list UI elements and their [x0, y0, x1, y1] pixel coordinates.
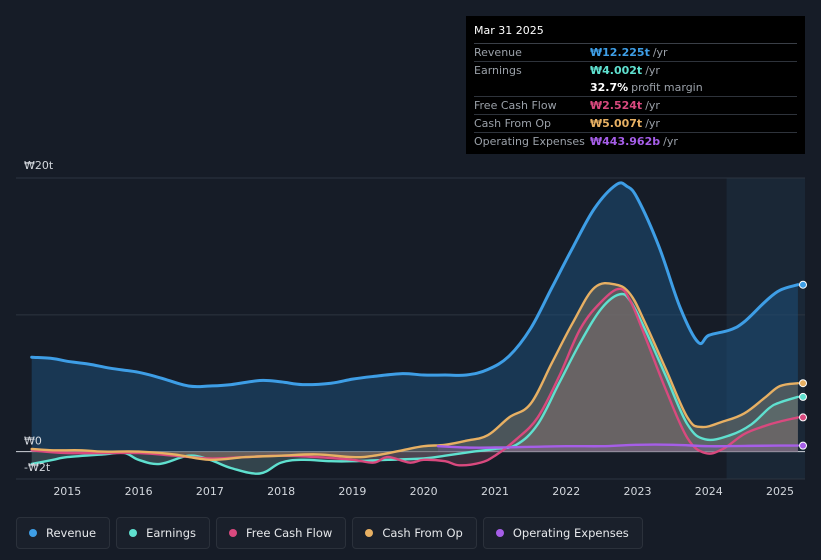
series-end-marker[interactable] — [799, 413, 807, 422]
tooltip-row-value: ₩12.225t — [590, 46, 650, 59]
legend-item[interactable]: Earnings — [116, 517, 210, 549]
legend-label: Cash From Op — [382, 526, 463, 540]
tooltip-row-value: ₩4.002t — [590, 64, 643, 77]
series-line-operating-expenses — [436, 443, 800, 449]
y-tick-label: ₩0 — [24, 435, 42, 448]
tooltip-row-value: ₩2.524t — [590, 99, 643, 112]
legend-dot-icon — [365, 529, 374, 537]
tooltip-row-unit: /yr — [645, 99, 660, 112]
tooltip-row-label: Cash From Op — [474, 117, 552, 130]
legend-dot-icon — [129, 529, 138, 537]
tooltip-row-label: Free Cash Flow — [474, 99, 557, 112]
tooltip-row: Revenue ₩12.225t/yr — [474, 43, 797, 61]
tooltip-row-value: ₩5.007t — [590, 117, 643, 130]
y-tick-label: -₩2t — [24, 461, 51, 474]
chart-lines — [30, 181, 800, 475]
tooltip-row-label: Operating Expenses — [474, 135, 585, 148]
x-tick-label: 2020 — [410, 485, 438, 498]
legend-dot-icon — [29, 529, 37, 537]
tooltip-row-unit: profit margin — [631, 81, 703, 94]
tooltip-row-label: Revenue — [474, 46, 522, 59]
tooltip-row-label: Earnings — [474, 64, 522, 77]
chart-tooltip: Mar 31 2025 Revenue ₩12.225t/yr Earnings ₩4… — [466, 16, 805, 154]
x-tick-label: 2018 — [267, 485, 295, 498]
x-tick-label: 2023 — [624, 485, 652, 498]
legend-dot-icon — [229, 529, 237, 537]
x-tick-label: 2016 — [125, 485, 153, 498]
series-area-revenue — [31, 182, 798, 452]
series-line-revenue — [30, 181, 800, 389]
tooltip-row-value: 32.7% — [590, 81, 629, 94]
x-tick-label: 2017 — [196, 485, 224, 498]
tooltip-row: Free Cash Flow ₩2.524t/yr — [474, 96, 797, 114]
x-tick-label: 2025 — [766, 485, 794, 498]
tooltip-rows: Revenue ₩12.225t/yr Earnings ₩4.002t/yr 32.7… — [474, 43, 797, 150]
x-tick-label: 2024 — [695, 485, 723, 498]
chart-legend: Revenue Earnings Free Cash Flow Cash From O… — [16, 517, 643, 549]
tooltip-date: Mar 31 2025 — [474, 24, 544, 37]
series-end-marker[interactable] — [799, 379, 807, 388]
legend-dot-icon — [495, 529, 504, 537]
series-line-earnings — [30, 292, 800, 475]
x-tick-label: 2015 — [53, 485, 81, 498]
legend-label: Free Cash Flow — [246, 526, 333, 540]
legend-label: Operating Expenses — [512, 526, 629, 540]
series-area-earnings — [31, 293, 798, 474]
series-line-cash-from-op — [30, 281, 800, 462]
tooltip-row-value: ₩443.962b — [590, 135, 661, 148]
tooltip-row: Cash From Op ₩5.007t/yr — [474, 114, 797, 132]
series-area-free-cash-flow — [31, 288, 798, 466]
y-tick-label: ₩20t — [24, 159, 54, 172]
legend-label: Earnings — [146, 526, 196, 540]
tooltip-row: Earnings ₩4.002t/yr — [474, 61, 797, 79]
tooltip-row-unit: /yr — [663, 135, 678, 148]
x-tick-label: 2022 — [552, 485, 580, 498]
legend-label: Revenue — [46, 526, 97, 540]
series-end-marker[interactable] — [799, 280, 807, 289]
x-tick-label: 2019 — [338, 485, 366, 498]
x-tick-label: 2021 — [481, 485, 509, 498]
chart-end-markers — [799, 280, 807, 450]
series-end-marker[interactable] — [799, 441, 807, 450]
series-end-marker[interactable] — [799, 392, 807, 401]
tooltip-row-unit: /yr — [645, 64, 660, 77]
series-area-cash-from-op — [31, 283, 798, 460]
legend-item[interactable]: Free Cash Flow — [216, 517, 347, 549]
tooltip-row: Operating Expenses ₩443.962b/yr — [474, 132, 797, 150]
legend-item[interactable]: Operating Expenses — [482, 517, 643, 549]
legend-item[interactable]: Cash From Op — [352, 517, 477, 549]
legend-item[interactable]: Revenue — [16, 517, 111, 549]
tooltip-row: 32.7% profit margin — [474, 79, 797, 96]
tooltip-row-unit: /yr — [652, 46, 668, 59]
tooltip-row-unit: /yr — [645, 117, 660, 130]
